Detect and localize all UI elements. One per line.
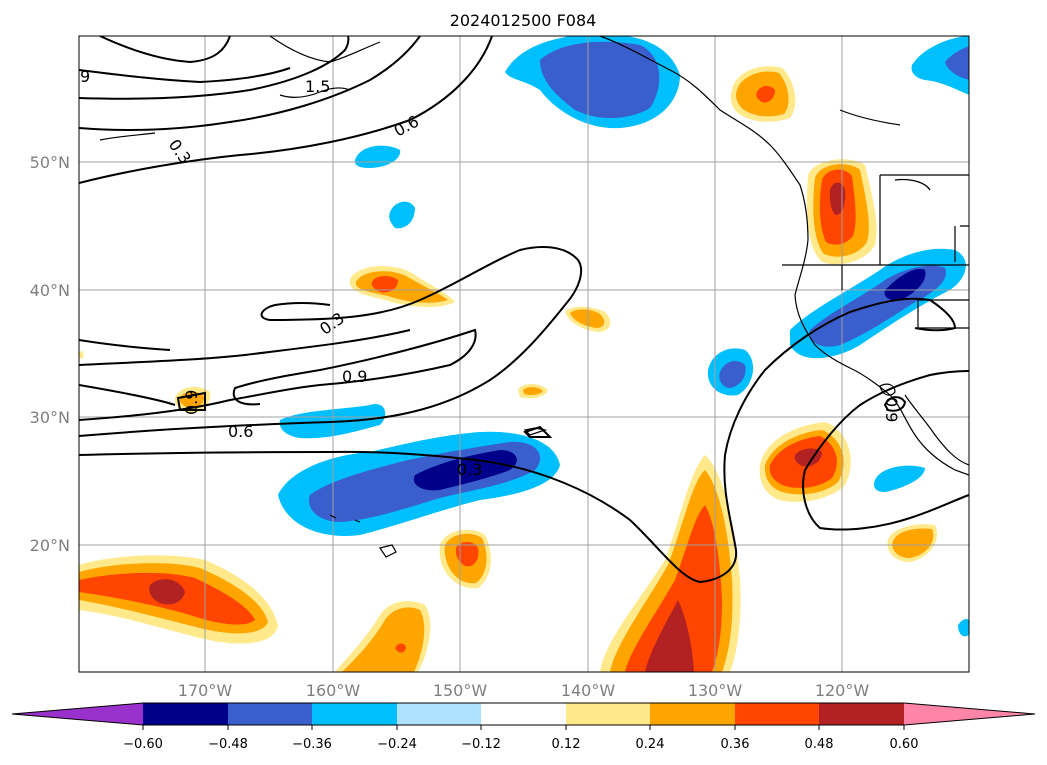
map-frame xyxy=(78,35,970,673)
colorbar-tick-label: −0.36 xyxy=(292,737,332,752)
lon-label: 150°W xyxy=(433,681,488,700)
lon-label: 140°W xyxy=(561,681,616,700)
colorbar-tick-label: 0.12 xyxy=(552,737,581,752)
colorbar-segment xyxy=(735,703,819,725)
contour-label: 0.6 xyxy=(228,422,253,441)
positive-anomaly-regions xyxy=(79,66,938,672)
colorbar-segment xyxy=(397,703,481,725)
colorbar-tick-label: −0.60 xyxy=(123,737,163,752)
coastlines xyxy=(99,36,969,558)
colorbar-tick-label: 0.60 xyxy=(890,737,919,752)
lat-label: 50°N xyxy=(30,153,70,172)
contour-lines xyxy=(79,36,969,584)
contour-label: 0.9 xyxy=(882,397,901,422)
longitude-labels: 170°W 160°W 150°W 140°W 130°W 120°W xyxy=(178,681,870,700)
colorbar-segment xyxy=(312,703,397,725)
lat-label: 30°N xyxy=(30,408,70,427)
lon-label: 130°W xyxy=(688,681,743,700)
colorbar-ticks xyxy=(142,725,905,730)
lat-label: 40°N xyxy=(30,281,70,300)
colorbar-segment xyxy=(904,703,1035,725)
colorbar: −0.60 −0.48 −0.36 −0.24 −0.12 0.12 0.24 … xyxy=(11,702,1036,752)
latitude-labels: 50°N 40°N 30°N 20°N xyxy=(30,153,70,555)
lon-label: 160°W xyxy=(306,681,361,700)
colorbar-tick-label: 0.24 xyxy=(636,737,665,752)
lon-label: 170°W xyxy=(178,681,233,700)
colorbar-tick-label: −0.24 xyxy=(377,737,417,752)
negative-anomaly-regions xyxy=(278,36,969,637)
colorbar-segment xyxy=(12,703,143,725)
colorbar-tick-label: −0.48 xyxy=(208,737,248,752)
lon-label: 120°W xyxy=(815,681,870,700)
colorbar-segment xyxy=(650,703,735,725)
contour-label: 9 xyxy=(80,67,90,86)
contour-label: 0.9 xyxy=(182,390,201,415)
colorbar-segment xyxy=(481,703,566,725)
colorbar-tick-label: 0.48 xyxy=(805,737,834,752)
colorbar-tick-label: 0.36 xyxy=(721,737,750,752)
colorbar-segment xyxy=(228,703,312,725)
colorbar-segment xyxy=(819,703,904,725)
colorbar-segment xyxy=(566,703,650,725)
colorbar-tick-label: −0.12 xyxy=(461,737,501,752)
map-content: 9 1.5 0.3 0.6 0.3 0.9 0.6 0.9 0.3 0.9 xyxy=(79,36,969,672)
map-title: 2024012500 F084 xyxy=(450,11,597,30)
colorbar-segment xyxy=(143,703,228,725)
contour-label: 0.9 xyxy=(342,367,367,386)
lat-label: 20°N xyxy=(30,536,70,555)
contour-label: 1.5 xyxy=(305,77,330,96)
contour-label: 0.3 xyxy=(457,460,482,479)
